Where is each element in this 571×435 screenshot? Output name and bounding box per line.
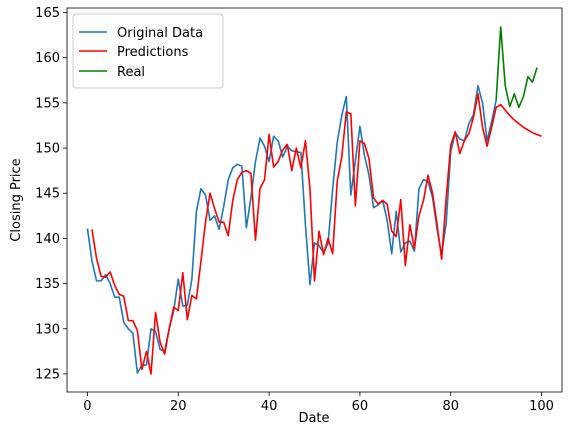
y-tick-label: 150 xyxy=(35,142,60,157)
series-line-real xyxy=(495,26,538,109)
x-tick-label: 20 xyxy=(170,399,187,414)
y-tick-label: 145 xyxy=(35,187,60,202)
y-tick-label: 135 xyxy=(35,277,60,292)
x-tick-label: 80 xyxy=(442,399,459,414)
legend-label-original-data: Original Data xyxy=(117,26,203,41)
x-axis-label: Date xyxy=(298,411,329,426)
y-tick-label: 140 xyxy=(35,232,60,247)
y-tick-label: 125 xyxy=(35,367,60,382)
plot-frame xyxy=(66,7,563,393)
x-tick-label: 40 xyxy=(261,399,278,414)
legend-label-predictions: Predictions xyxy=(117,45,189,60)
series-line-predictions xyxy=(91,93,542,375)
series-line-original-data xyxy=(86,84,497,374)
x-tick-label: 0 xyxy=(83,399,91,414)
y-axis-label: Closing Price xyxy=(9,158,24,241)
x-tick-label: 100 xyxy=(529,399,554,414)
y-tick-label: 160 xyxy=(35,51,60,66)
x-tick-label: 60 xyxy=(352,399,369,414)
y-tick-label: 165 xyxy=(35,6,60,21)
tick-layer: 0 20 40 60 80 100 125 130 135 140 145 150 155 160 165 xyxy=(35,6,554,414)
series-layer xyxy=(86,26,542,375)
y-tick-label: 130 xyxy=(35,322,60,337)
legend-label-real: Real xyxy=(117,65,145,80)
legend-box xyxy=(72,13,224,89)
legend: Original Data Predictions Real xyxy=(72,13,224,89)
y-tick-label: 155 xyxy=(35,96,60,111)
